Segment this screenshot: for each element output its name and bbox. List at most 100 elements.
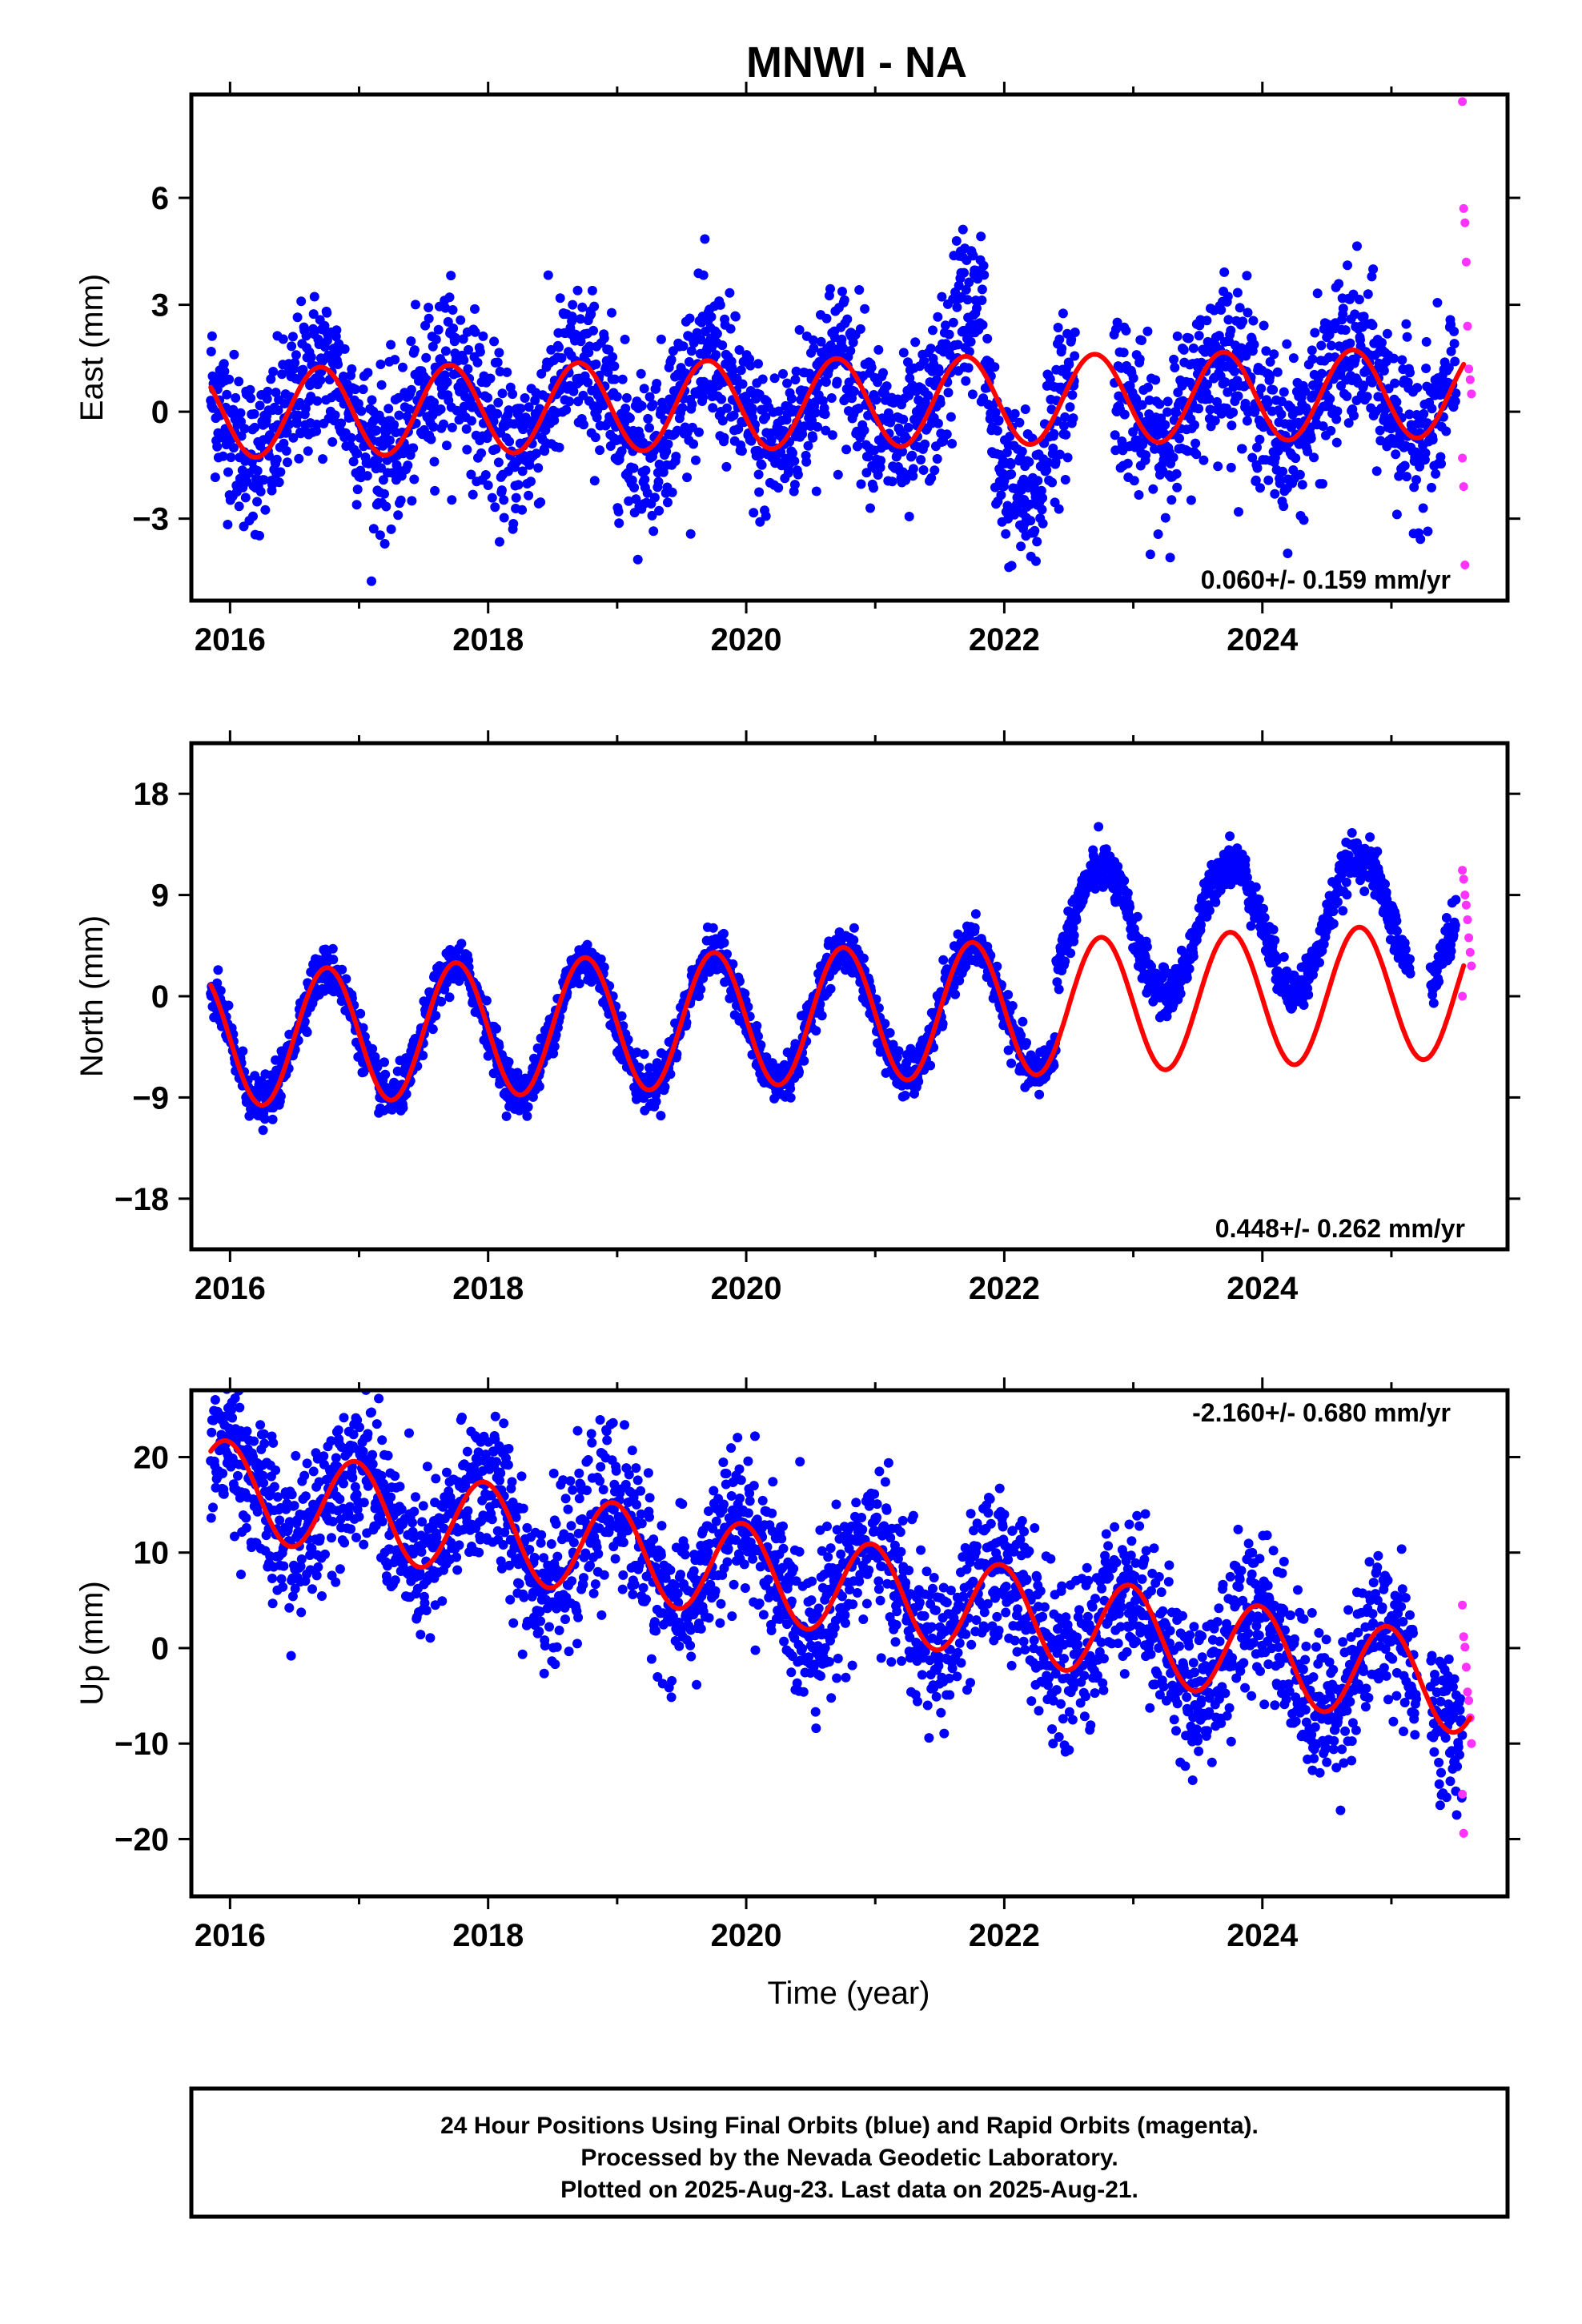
east-final-point	[1172, 331, 1182, 341]
east-final-point	[431, 334, 441, 344]
east-final-point	[897, 447, 908, 456]
east-final-point	[212, 441, 223, 452]
east-final-point	[589, 476, 600, 486]
north-final-point	[785, 1092, 796, 1103]
north-final-point	[358, 1023, 368, 1033]
east-final-point	[492, 408, 503, 419]
east-final-point	[1043, 457, 1053, 468]
east-final-point	[287, 332, 298, 342]
east-final-point	[1024, 456, 1034, 467]
east-final-point	[1141, 450, 1151, 460]
east-final-point	[1326, 340, 1336, 351]
east-final-point	[934, 367, 944, 377]
east-final-point	[725, 287, 735, 298]
east-final-point	[1251, 475, 1261, 485]
east-final-point	[367, 395, 377, 405]
east-final-point	[855, 324, 865, 334]
east-final-point	[1309, 452, 1319, 463]
east-final-point	[1172, 482, 1182, 493]
east-final-point	[761, 511, 771, 521]
east-final-point	[694, 427, 704, 437]
east-final-point	[786, 393, 797, 404]
north-final-point	[893, 1046, 904, 1056]
north-final-point	[355, 1008, 366, 1019]
east-final-point	[897, 467, 908, 477]
east-final-point	[926, 472, 937, 483]
east-final-point	[568, 300, 578, 310]
east-final-point	[666, 355, 677, 365]
east-final-point	[1345, 338, 1355, 348]
east-final-point	[398, 362, 408, 372]
east-final-point	[1184, 333, 1195, 344]
east-final-points	[206, 224, 1461, 586]
east-final-point	[977, 296, 987, 305]
east-final-point	[608, 352, 618, 362]
north-final-point	[1003, 990, 1014, 1000]
east-final-point	[978, 320, 988, 330]
east-final-point	[663, 439, 673, 449]
north-final-point	[858, 953, 869, 963]
east-final-point	[871, 395, 881, 405]
east-final-point	[223, 520, 233, 529]
east-final-point	[572, 285, 583, 296]
east-final-point	[424, 303, 434, 312]
east-final-point	[1367, 320, 1378, 331]
east-final-point	[549, 415, 560, 425]
east-final-point	[942, 429, 952, 440]
east-final-point	[355, 465, 366, 476]
east-y-tick-label: 6	[151, 181, 169, 216]
north-final-point	[523, 1102, 533, 1112]
north-final-point	[534, 1081, 544, 1092]
east-final-point	[1343, 418, 1354, 428]
east-final-point	[298, 364, 308, 375]
east-final-point	[887, 476, 897, 487]
east-final-point	[907, 450, 917, 460]
east-final-point	[1342, 391, 1352, 401]
east-final-point	[677, 403, 688, 413]
north-final-point	[950, 989, 961, 999]
east-final-point	[588, 325, 598, 336]
east-final-point	[854, 285, 865, 295]
east-final-point	[964, 347, 974, 357]
east-final-point	[543, 270, 553, 280]
east-final-point	[353, 399, 363, 409]
east-final-point	[737, 379, 748, 389]
east-final-point	[1388, 353, 1399, 364]
east-final-point	[1412, 383, 1423, 393]
east-final-point	[932, 375, 942, 385]
east-final-point	[1188, 343, 1199, 353]
east-final-point	[290, 358, 300, 368]
north-final-point	[1006, 1058, 1017, 1068]
east-final-point	[841, 444, 852, 455]
east-final-point	[947, 439, 958, 448]
east-final-point	[352, 448, 363, 459]
east-final-point	[1213, 461, 1223, 472]
north-final-point	[418, 1051, 428, 1060]
north-final-point	[719, 928, 729, 939]
north-final-point	[1142, 942, 1152, 952]
east-final-point	[1203, 380, 1212, 389]
north-final-point	[267, 1114, 278, 1124]
east-final-point	[691, 455, 701, 465]
east-final-point	[1340, 325, 1351, 336]
east-final-point	[287, 341, 297, 352]
east-final-point	[863, 452, 873, 462]
east-final-point	[300, 404, 311, 413]
east-final-point	[712, 328, 722, 339]
east-rapid-point	[1459, 482, 1468, 492]
east-final-point	[667, 487, 677, 497]
east-final-point	[1390, 378, 1400, 388]
east-final-point	[617, 374, 628, 384]
east-final-point	[408, 443, 419, 453]
east-final-point	[322, 308, 332, 318]
east-final-point	[1278, 466, 1288, 476]
north-final-point	[1259, 912, 1270, 923]
east-final-point	[1316, 368, 1327, 379]
east-final-point	[508, 519, 519, 529]
east-final-point	[620, 404, 631, 413]
north-final-point	[574, 979, 584, 989]
east-final-point	[757, 460, 767, 470]
east-final-point	[331, 325, 342, 336]
east-final-point	[379, 489, 389, 499]
